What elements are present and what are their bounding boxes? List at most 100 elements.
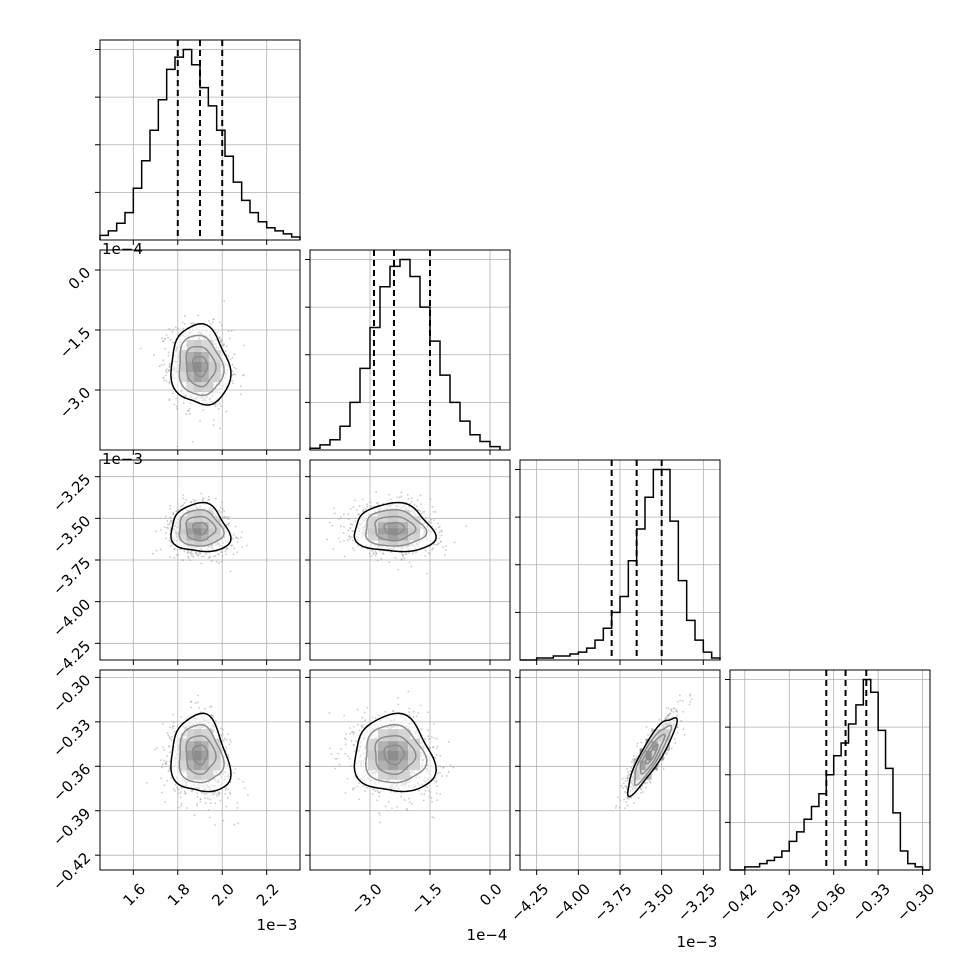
scatter-point (164, 347, 167, 350)
scatter-point (374, 554, 377, 557)
scatter-point (205, 792, 208, 795)
scatter-point (239, 385, 242, 387)
scatter-point (368, 552, 371, 555)
scatter-point (222, 344, 225, 347)
scatter-point (231, 370, 234, 373)
scatter-point (180, 716, 182, 718)
scatter-point (358, 505, 361, 507)
scatter-point (160, 777, 163, 780)
scatter-point (209, 816, 211, 819)
scatter-point (179, 791, 182, 794)
scatter-point (220, 340, 223, 343)
scatter-point (180, 804, 183, 807)
scatter-panel-1-4 (95, 669, 301, 875)
scatter-point (366, 786, 368, 789)
scatter-point (167, 369, 170, 372)
scatter-point (190, 790, 193, 792)
scatter-point (352, 789, 355, 791)
scatter-point (432, 816, 435, 819)
scatter-point (204, 797, 206, 799)
scatter-point (439, 772, 441, 774)
scatter-point (218, 336, 221, 339)
scatter-point (172, 725, 174, 728)
scatter-point (164, 801, 166, 803)
scatter-point (232, 533, 235, 536)
histogram-steps (309, 258, 501, 450)
scatter-point (175, 405, 178, 408)
scatter-point (170, 776, 173, 779)
scatter-point (408, 552, 410, 554)
scatter-point (219, 321, 221, 324)
scatter-point (222, 729, 224, 731)
scatter-point (348, 535, 351, 538)
scatter-point (164, 374, 167, 377)
scatter-point (166, 520, 169, 522)
scatter-point (189, 402, 192, 405)
scatter-point (402, 555, 405, 558)
scatter-point (375, 491, 378, 493)
scatter-point (346, 539, 349, 541)
scatter-point (162, 746, 164, 749)
scatter-point (169, 521, 171, 524)
scatter-point (227, 733, 229, 736)
scatter-point (173, 730, 176, 733)
scatter-point (431, 800, 433, 803)
scatter-point (219, 338, 222, 341)
scatter-point (188, 551, 191, 554)
scatter-point (215, 497, 217, 500)
scatter-point (187, 409, 189, 412)
scatter-point (228, 791, 231, 794)
scatter-point (343, 539, 345, 542)
scatter-point (223, 737, 226, 740)
scatter-point (196, 804, 198, 807)
scatter-point (190, 552, 192, 554)
scatter-point (190, 706, 192, 709)
scatter-point (419, 704, 422, 707)
scatter-point (160, 766, 163, 769)
scatter-point (177, 333, 180, 336)
scatter-point (212, 793, 215, 796)
panel-frame (99, 249, 301, 451)
scatter-point (219, 551, 222, 554)
scatter-point (352, 506, 355, 508)
scatter-point (214, 554, 217, 557)
scatter-point (437, 522, 439, 525)
scatter-point (167, 527, 169, 529)
scatter-point (231, 374, 234, 376)
scatter-point (227, 516, 230, 518)
scatter-point (239, 536, 242, 539)
scatter-point (183, 550, 186, 553)
scatter-point (180, 505, 182, 508)
scatter-point (224, 516, 227, 519)
scatter-point (465, 525, 468, 527)
scatter-point (378, 795, 381, 798)
scatter-point (397, 703, 400, 706)
scatter-point (372, 553, 375, 556)
panel-content (100, 460, 300, 660)
scatter-point (408, 561, 411, 564)
scatter-point (196, 795, 199, 798)
scatter-point (242, 780, 245, 783)
scatter-point (172, 328, 175, 331)
scatter-point (429, 553, 431, 556)
scatter-point (343, 525, 345, 528)
scatter-point (169, 507, 171, 510)
scatter-point (174, 789, 176, 792)
scatter-point (197, 314, 200, 317)
histogram-panel-1 (95, 39, 301, 245)
scatter-point (173, 556, 176, 559)
scatter-point (208, 498, 211, 501)
scatter-point (180, 786, 183, 789)
scatter-point (349, 732, 352, 735)
scatter-point (225, 345, 228, 348)
scatter-point (174, 783, 177, 786)
scatter-point (202, 409, 205, 412)
scatter-point (236, 541, 239, 544)
scatter-point (199, 419, 201, 422)
scatter-point (371, 549, 374, 552)
scatter-point (438, 537, 441, 540)
scatter-point (214, 405, 217, 408)
scatter-point (177, 788, 180, 791)
scatter-point (161, 337, 164, 340)
scatter-point (201, 499, 204, 502)
